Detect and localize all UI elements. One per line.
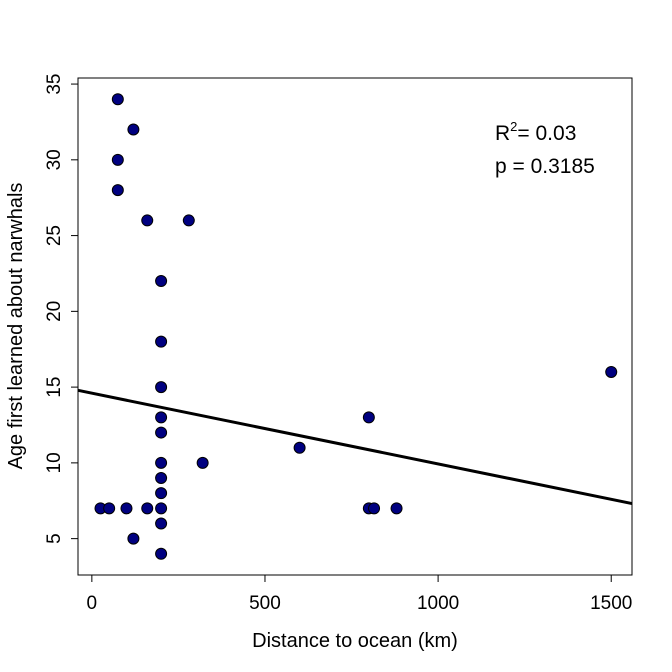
data-point bbox=[141, 502, 154, 515]
data-point bbox=[293, 441, 306, 454]
data-point bbox=[362, 411, 375, 424]
r-squared-superscript: 2 bbox=[510, 119, 517, 134]
data-point bbox=[368, 502, 381, 515]
x-tick-label: 1500 bbox=[590, 593, 632, 614]
x-axis-title: Distance to ocean (km) bbox=[252, 630, 458, 652]
data-point bbox=[155, 335, 168, 348]
plot-frame bbox=[77, 77, 633, 576]
data-points bbox=[94, 93, 618, 560]
data-point bbox=[155, 517, 168, 530]
data-point bbox=[111, 93, 124, 106]
y-tick-label: 20 bbox=[44, 301, 65, 322]
y-tick-label: 35 bbox=[44, 73, 65, 94]
x-tick-label: 1000 bbox=[417, 593, 459, 614]
data-point bbox=[127, 123, 140, 136]
data-point bbox=[155, 487, 168, 500]
data-point bbox=[103, 502, 116, 515]
y-tick-label: 30 bbox=[44, 149, 65, 170]
data-point bbox=[120, 502, 133, 515]
p-value-annotation: p = 0.3185 bbox=[495, 155, 595, 178]
data-point bbox=[155, 426, 168, 439]
data-point bbox=[182, 214, 195, 227]
data-point bbox=[127, 532, 140, 545]
r-squared-annotation: R2= 0.03 bbox=[495, 119, 576, 145]
r-squared-label: R bbox=[495, 122, 510, 145]
data-point bbox=[605, 365, 618, 378]
regression-line bbox=[77, 388, 633, 506]
data-point bbox=[155, 502, 168, 515]
y-tick-label: 5 bbox=[44, 533, 65, 544]
r-squared-value: = 0.03 bbox=[517, 122, 576, 145]
data-point bbox=[111, 184, 124, 197]
data-point bbox=[390, 502, 403, 515]
data-point bbox=[155, 456, 168, 469]
data-point bbox=[155, 411, 168, 424]
data-point bbox=[155, 381, 168, 394]
data-point bbox=[155, 275, 168, 288]
data-point bbox=[111, 153, 124, 166]
x-tick-label: 500 bbox=[249, 593, 281, 614]
y-tick-label: 10 bbox=[44, 452, 65, 473]
y-axis: 5 10 15 20 25 30 35 bbox=[44, 73, 78, 544]
x-axis: 0 500 1000 1500 bbox=[87, 575, 632, 614]
y-tick-label: 15 bbox=[44, 377, 65, 398]
y-axis-title: Age first learned about narwhals bbox=[5, 183, 27, 470]
y-tick-label: 25 bbox=[44, 225, 65, 246]
data-point bbox=[155, 472, 168, 485]
data-point bbox=[141, 214, 154, 227]
data-point bbox=[155, 547, 168, 560]
data-point bbox=[196, 456, 209, 469]
x-tick-label: 0 bbox=[87, 593, 98, 614]
